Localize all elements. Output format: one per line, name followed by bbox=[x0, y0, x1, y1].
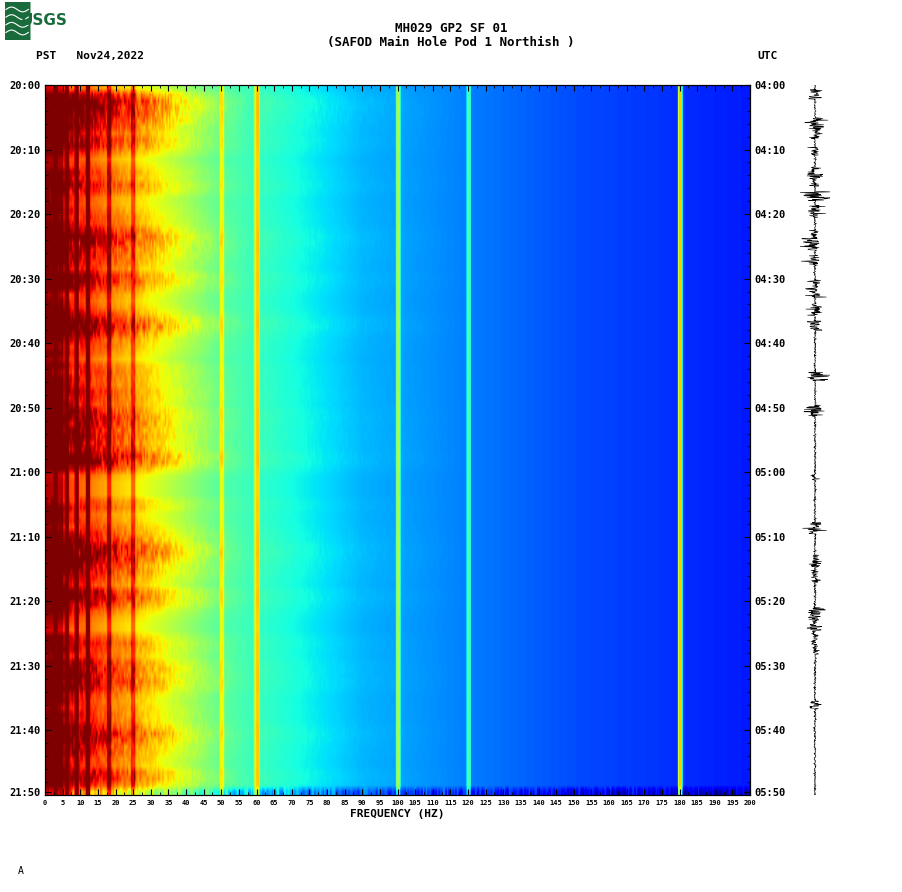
FancyBboxPatch shape bbox=[4, 1, 31, 41]
Text: (SAFOD Main Hole Pod 1 Northish ): (SAFOD Main Hole Pod 1 Northish ) bbox=[327, 36, 575, 49]
Text: UTC: UTC bbox=[758, 51, 778, 61]
Text: USGS: USGS bbox=[21, 13, 68, 29]
X-axis label: FREQUENCY (HZ): FREQUENCY (HZ) bbox=[350, 809, 445, 819]
Text: MH029 GP2 SF 01: MH029 GP2 SF 01 bbox=[395, 22, 507, 36]
Text: PST   Nov24,2022: PST Nov24,2022 bbox=[36, 51, 144, 61]
Text: A: A bbox=[18, 866, 24, 876]
